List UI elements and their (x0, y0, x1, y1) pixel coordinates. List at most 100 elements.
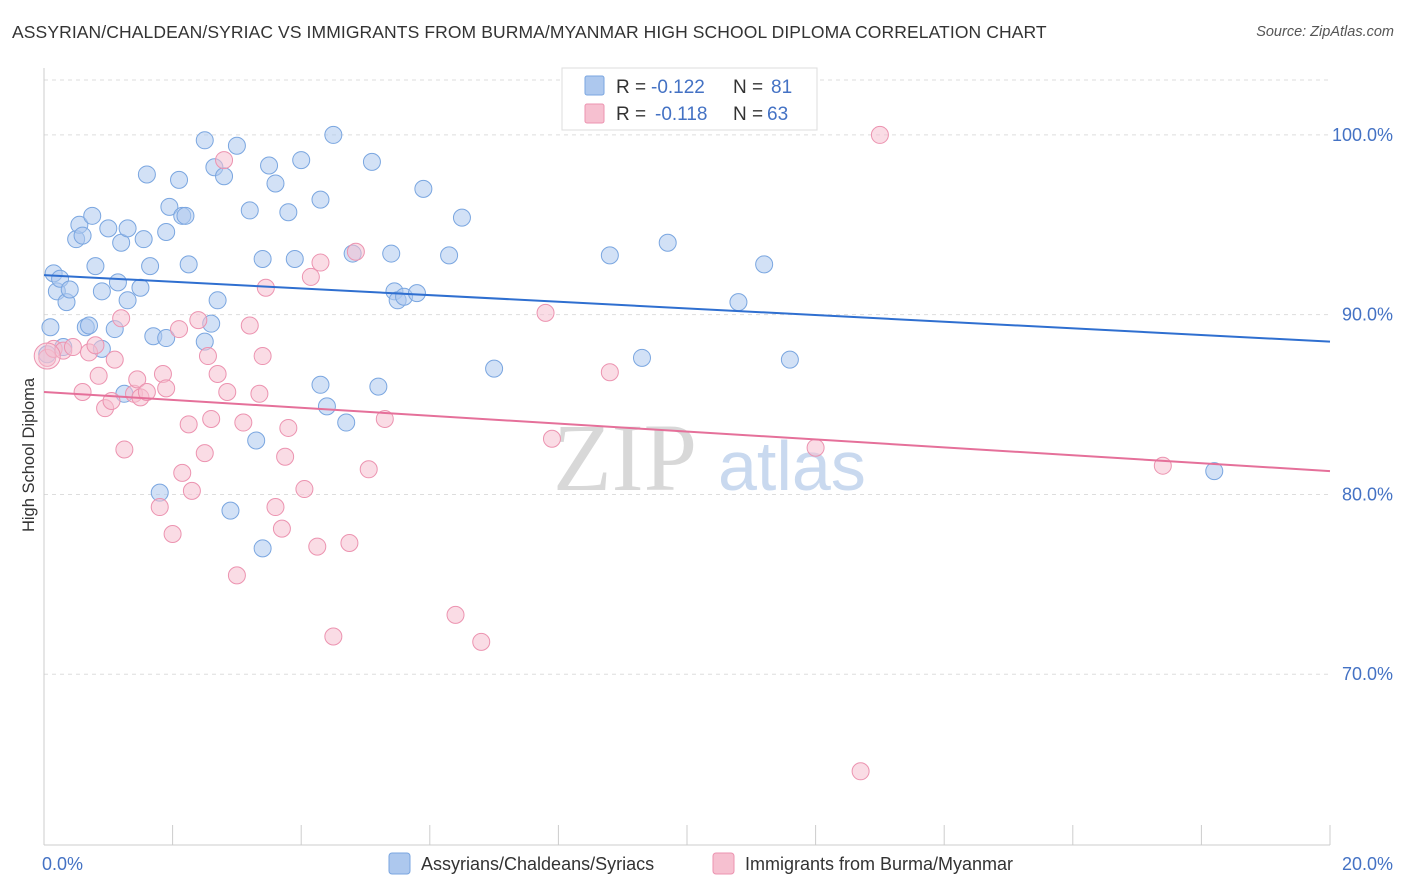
point-assyrian (1205, 462, 1224, 481)
point-assyrian (137, 165, 156, 184)
point-burma (63, 338, 82, 357)
point-burma (851, 762, 870, 781)
point-burma (128, 370, 147, 389)
point-burma (359, 460, 378, 479)
series-legend: Assyrians/Chaldeans/Syriacs Immigrants f… (388, 852, 1013, 875)
point-burma (208, 365, 227, 384)
point-burma (86, 336, 105, 355)
point-assyrian (157, 329, 176, 348)
point-burma (170, 320, 189, 339)
point-assyrian (108, 273, 127, 292)
point-burma (472, 632, 491, 651)
point-burma (279, 418, 298, 437)
bottom-legend-swatch-pink (712, 852, 735, 875)
point-assyrian (157, 222, 176, 241)
point-burma (536, 303, 555, 322)
point-assyrian (253, 249, 272, 268)
legend-n-label-2: N = (733, 104, 763, 125)
point-assyrian (99, 219, 118, 238)
point-assyrian (141, 257, 160, 276)
point-assyrian (179, 255, 198, 274)
point-assyrian (176, 206, 195, 225)
point-burma (198, 347, 217, 366)
point-assyrian (160, 197, 179, 216)
bottom-legend-label-2: Immigrants from Burma/Myanmar (745, 854, 1013, 874)
point-assyrian (118, 219, 137, 238)
point-burma (272, 519, 291, 538)
trend-line-assyrian (43, 274, 1331, 343)
point-assyrian (324, 125, 343, 144)
point-burma (195, 444, 214, 463)
watermark-atlas: atlas (718, 427, 866, 505)
point-assyrian (337, 413, 356, 432)
point-burma (311, 253, 330, 272)
point-burma (375, 409, 394, 428)
legend-n-label-1: N = (733, 77, 763, 98)
point-assyrian (407, 284, 426, 303)
point-assyrian (362, 152, 381, 171)
point-burma (182, 481, 201, 500)
point-burma (308, 537, 327, 556)
point-burma (276, 447, 295, 466)
legend-swatch-pink (584, 103, 605, 124)
point-assyrian (729, 293, 748, 312)
point-assyrian (311, 375, 330, 394)
point-burma (112, 309, 131, 328)
point-assyrian (83, 206, 102, 225)
point-assyrian (780, 350, 799, 369)
point-assyrian (253, 539, 272, 558)
point-burma (163, 525, 182, 544)
point-assyrian (92, 282, 111, 301)
legend-r-label-2: R = (616, 104, 646, 125)
point-assyrian (279, 203, 298, 222)
x-tick-labels: 0.0% 20.0% (42, 854, 1393, 874)
point-assyrian (41, 318, 60, 337)
point-burma (600, 363, 619, 382)
legend-n-value-1: 81 (771, 77, 792, 98)
axes (43, 68, 1331, 846)
point-assyrian (260, 156, 279, 175)
point-assyrian (60, 280, 79, 299)
data-points (33, 125, 1224, 781)
point-burma (295, 480, 314, 499)
point-assyrian (131, 278, 150, 297)
point-assyrian (658, 233, 677, 252)
point-burma (301, 267, 320, 286)
point-assyrian (632, 348, 651, 367)
point-cluster (33, 342, 61, 370)
point-burma (324, 627, 343, 646)
stats-legend: R = -0.122 N = 81 R = -0.118 N = 63 (561, 67, 818, 131)
point-burma (250, 384, 269, 403)
source-label: Source: ZipAtlas.com (1256, 24, 1394, 40)
point-assyrian (208, 291, 227, 310)
point-burma (806, 438, 825, 457)
point-burma (150, 498, 169, 517)
y-tick-label: 70.0% (1342, 664, 1393, 684)
point-assyrian (285, 249, 304, 268)
point-assyrian (247, 431, 266, 450)
point-burma (234, 413, 253, 432)
point-burma (340, 533, 359, 552)
bottom-legend-label-1: Assyrians/Chaldeans/Syriacs (421, 854, 654, 874)
point-assyrian (414, 179, 433, 198)
point-assyrian (215, 167, 234, 186)
point-burma (542, 429, 561, 448)
y-tick-label: 90.0% (1342, 305, 1393, 325)
point-burma (227, 566, 246, 585)
point-assyrian (170, 170, 189, 189)
point-burma (218, 382, 237, 401)
point-burma (157, 379, 176, 398)
point-assyrian (600, 246, 619, 265)
point-burma (202, 409, 221, 428)
watermark: ZIP atlas (553, 404, 866, 511)
legend-r-value-1: -0.122 (651, 77, 705, 98)
chart-title: ASSYRIAN/CHALDEAN/SYRIAC VS IMMIGRANTS F… (12, 22, 1047, 42)
trend-line-burma (43, 390, 1331, 473)
point-burma (189, 311, 208, 330)
y-tick-label: 80.0% (1342, 484, 1393, 504)
point-burma (173, 463, 192, 482)
point-assyrian (440, 246, 459, 265)
point-assyrian (86, 257, 105, 276)
